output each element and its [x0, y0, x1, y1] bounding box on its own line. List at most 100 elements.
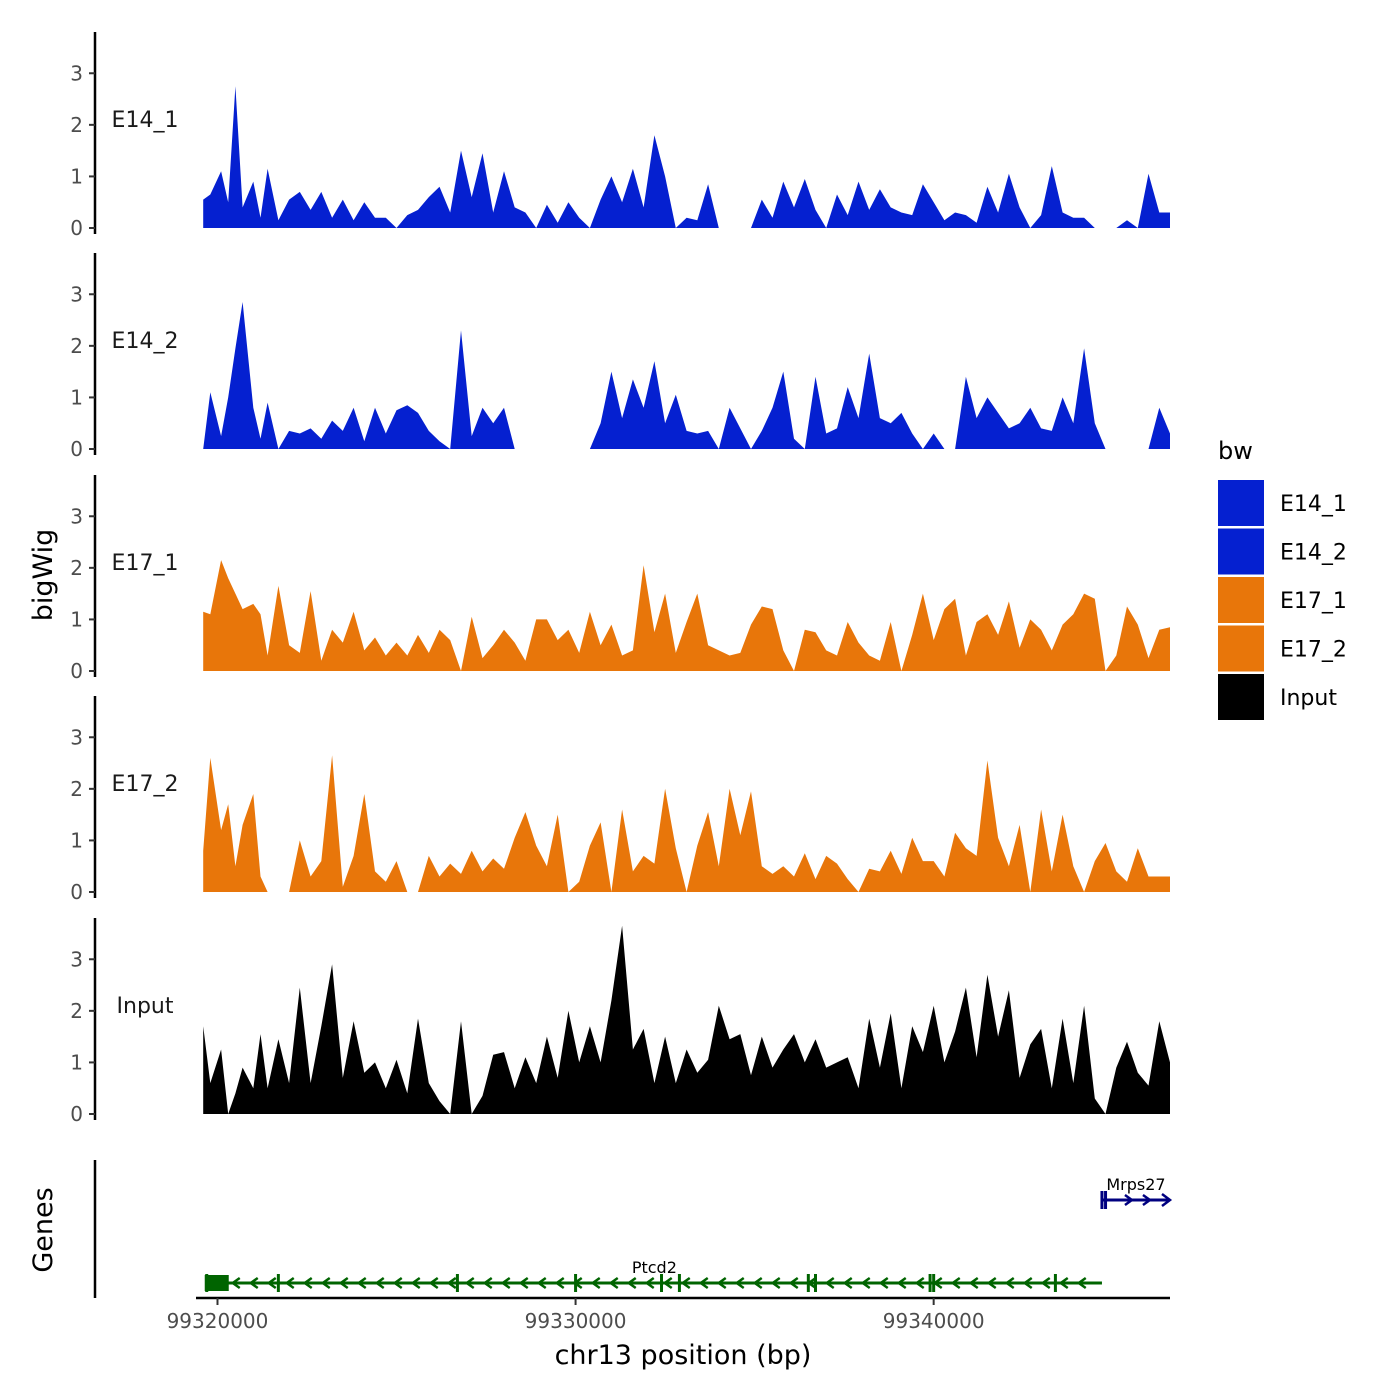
strand-arrow [482, 1276, 493, 1290]
strand-arrow [1058, 1276, 1069, 1290]
legend-key-E17_1 [1218, 577, 1264, 623]
strand-arrow [446, 1276, 457, 1290]
y-tick-label: 0 [70, 1102, 83, 1126]
track-label-Input: Input [117, 994, 174, 1019]
track-E17_2: 0 1 2 3 E17_2 [70, 696, 1170, 904]
genes-panel: Ptcd2 Mrps27 [93, 1160, 1173, 1298]
y-tick-label: 2 [70, 777, 83, 801]
x-tick-label: 99340000 [883, 1309, 985, 1333]
coverage-area-E14_1 [203, 86, 1170, 228]
strand-arrow [734, 1276, 745, 1290]
strand-arrow [788, 1276, 799, 1290]
y-tick-label: 1 [70, 607, 83, 631]
strand-arrow [914, 1276, 925, 1290]
legend-key-E14_2 [1218, 528, 1264, 575]
strand-arrow [932, 1276, 943, 1290]
track-label-E17_2: E17_2 [112, 772, 179, 797]
legend-label-Input: Input [1280, 686, 1337, 711]
track-label-E14_1: E14_1 [112, 108, 179, 133]
strand-arrow [806, 1276, 817, 1290]
strand-arrow [464, 1276, 475, 1290]
strand-arrow [770, 1276, 781, 1290]
strand-arrow [338, 1276, 349, 1290]
legend-key-E17_2 [1218, 625, 1264, 672]
strand-arrow [572, 1276, 583, 1290]
strand-arrow [302, 1276, 313, 1290]
y-tick-label: 0 [70, 880, 83, 904]
strand-arrow [248, 1276, 259, 1290]
gene-label-Ptcd2: Ptcd2 [632, 1258, 677, 1277]
strand-arrow [644, 1276, 655, 1290]
track-panels: 0 1 2 3 E14_1 0 1 2 3 E14_2 0 1 2 3 E17_1 0 1 2 3 E17_2 0 1 2 3… [70, 32, 1170, 1126]
strand-arrow [608, 1276, 619, 1290]
strand-arrow [284, 1276, 295, 1290]
y-tick-label: 1 [70, 385, 83, 409]
strand-arrow [1142, 1193, 1153, 1207]
strand-arrow [266, 1276, 277, 1290]
x-axis-title: chr13 position (bp) [555, 1340, 812, 1371]
legend-title: bw [1218, 437, 1253, 465]
track-E14_2: 0 1 2 3 E14_2 [70, 253, 1170, 461]
strand-arrow [842, 1276, 853, 1290]
genes-axis-title: Genes [28, 1187, 59, 1272]
x-tick-label: 99330000 [525, 1309, 627, 1333]
y-tick-label: 2 [70, 334, 83, 358]
strand-arrow [518, 1276, 529, 1290]
strand-arrow [1161, 1193, 1173, 1207]
y-tick-label: 0 [70, 659, 83, 683]
x-axis: 99320000 99330000 99340000 [167, 1296, 1170, 1333]
y-tick-label: 2 [70, 113, 83, 137]
track-label-E17_1: E17_1 [112, 551, 179, 576]
strand-arrow [374, 1276, 385, 1290]
x-tick-label: 99320000 [167, 1309, 269, 1333]
strand-arrow [716, 1276, 727, 1290]
track-label-E14_2: E14_2 [112, 329, 179, 354]
coverage-area-E17_1 [203, 560, 1170, 671]
legend-key-E14_1 [1218, 480, 1264, 526]
strand-arrow [1076, 1276, 1087, 1290]
strand-arrow [1124, 1193, 1135, 1207]
y-tick-label: 3 [70, 947, 83, 971]
strand-arrow [968, 1276, 979, 1290]
y-tick-label: 3 [70, 61, 83, 85]
coverage-area-E17_2 [203, 755, 1170, 892]
strand-arrow [536, 1276, 547, 1290]
strand-arrow [860, 1276, 871, 1290]
strand-arrow [500, 1276, 511, 1290]
legend-label-E17_2: E17_2 [1280, 638, 1347, 663]
strand-arrow [878, 1276, 889, 1290]
y-tick-label: 3 [70, 504, 83, 528]
strand-arrow [824, 1276, 835, 1290]
coverage-area-Input [203, 925, 1170, 1114]
strand-arrow [590, 1276, 601, 1290]
y-tick-label: 2 [70, 999, 83, 1023]
strand-arrow [554, 1276, 565, 1290]
y-tick-label: 3 [70, 282, 83, 306]
strand-arrow [1004, 1276, 1015, 1290]
legend-label-E14_2: E14_2 [1280, 541, 1347, 566]
gene-Mrps27: Mrps27 [1100, 1175, 1173, 1209]
strand-arrow [950, 1276, 961, 1290]
y-tick-label: 3 [70, 725, 83, 749]
y-tick-label: 1 [70, 164, 83, 188]
strand-arrow [392, 1276, 403, 1290]
legend: bw E14_1 E14_2 E17_1 E17_2 Input [1218, 437, 1347, 720]
strand-arrow [1040, 1276, 1051, 1290]
track-E17_1: 0 1 2 3 E17_1 [70, 475, 1170, 683]
y-tick-label: 1 [70, 1050, 83, 1074]
gene-Ptcd2: Ptcd2 [204, 1258, 1102, 1292]
strand-arrow [320, 1276, 331, 1290]
strand-arrow [896, 1276, 907, 1290]
strand-arrow [680, 1276, 691, 1290]
legend-label-E14_1: E14_1 [1280, 492, 1347, 517]
coverage-area-E14_2 [203, 302, 1170, 449]
strand-arrow [230, 1276, 241, 1290]
legend-key-Input [1218, 674, 1264, 720]
y-tick-label: 1 [70, 828, 83, 852]
y-tick-label: 2 [70, 556, 83, 580]
strand-arrow [1022, 1276, 1033, 1290]
track-Input: 0 1 2 3 Input [70, 918, 1170, 1126]
gene-start-box [204, 1275, 229, 1291]
